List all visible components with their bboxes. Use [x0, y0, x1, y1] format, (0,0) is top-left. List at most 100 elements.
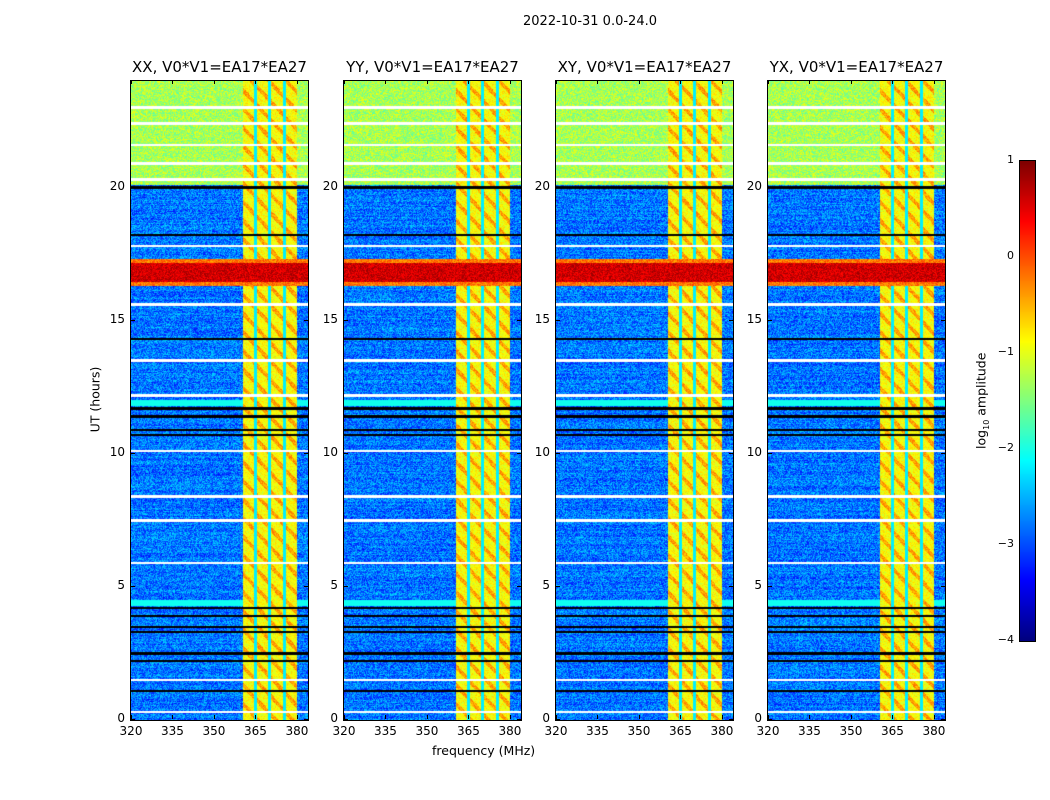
- spectrogram-panel: [343, 80, 522, 721]
- x-tick-mark: [131, 80, 132, 84]
- x-tick-label: 350: [839, 724, 863, 738]
- y-tick-mark: [304, 585, 308, 587]
- panel-title: YY, V0*V1=EA17*EA27: [346, 58, 519, 76]
- y-tick-mark: [344, 319, 348, 321]
- colorbar-tick-label: 0: [1007, 249, 1014, 262]
- x-tick-mark: [213, 715, 215, 719]
- y-tick-mark: [517, 585, 521, 587]
- panel-title: YX, V0*V1=EA17*EA27: [769, 58, 944, 76]
- spectrogram-heatmap: [344, 81, 521, 720]
- x-tick-mark: [385, 715, 387, 719]
- y-tick-label: 10: [746, 444, 762, 459]
- x-axis-label: frequency (MHz): [432, 743, 536, 758]
- colorbar-tick-label: −3: [997, 537, 1014, 550]
- y-tick-label: 5: [330, 577, 338, 592]
- x-tick-mark: [255, 715, 257, 719]
- y-tick-label: 5: [754, 577, 762, 592]
- y-tick-mark: [131, 585, 135, 587]
- y-tick-label: 20: [109, 178, 125, 193]
- y-tick-label: 20: [534, 178, 550, 193]
- x-tick-label: 335: [374, 724, 397, 738]
- y-tick-mark: [131, 452, 135, 454]
- y-tick-mark: [941, 719, 945, 720]
- x-tick-label: 350: [202, 724, 226, 738]
- x-tick-mark: [680, 715, 682, 719]
- x-tick-mark: [933, 715, 935, 719]
- x-tick-label: 365: [881, 724, 904, 738]
- x-tick-label: 350: [627, 724, 651, 738]
- colorbar-tick-label: −4: [997, 633, 1014, 646]
- panel-title: XX, V0*V1=EA17*EA27: [132, 58, 307, 76]
- y-tick-label: 0: [117, 711, 125, 725]
- y-tick-mark: [304, 719, 308, 720]
- y-tick-label: 5: [117, 577, 125, 592]
- y-tick-mark: [556, 585, 560, 587]
- x-tick-mark: [597, 80, 599, 84]
- x-tick-label: 335: [586, 724, 609, 738]
- x-tick-label: 350: [415, 724, 439, 738]
- x-tick-mark: [768, 80, 769, 84]
- x-tick-mark: [344, 715, 345, 719]
- spectrogram-heatmap: [556, 81, 733, 720]
- y-tick-mark: [517, 719, 521, 720]
- y-tick-mark: [768, 452, 772, 454]
- panel-title: XY, V0*V1=EA17*EA27: [557, 58, 732, 76]
- y-tick-mark: [304, 452, 308, 454]
- x-tick-mark: [556, 715, 557, 719]
- y-tick-label: 5: [542, 577, 550, 592]
- x-tick-mark: [638, 80, 640, 84]
- y-tick-mark: [344, 452, 348, 454]
- y-tick-mark: [556, 186, 560, 188]
- y-axis-label: UT (hours): [87, 366, 103, 433]
- y-tick-label: 20: [746, 178, 762, 193]
- y-tick-mark: [768, 719, 772, 720]
- y-tick-label: 10: [322, 444, 338, 459]
- y-tick-label: 0: [330, 711, 338, 725]
- x-tick-mark: [892, 80, 894, 84]
- x-tick-label: 365: [669, 724, 692, 738]
- y-tick-mark: [729, 585, 733, 587]
- y-tick-mark: [304, 186, 308, 188]
- x-tick-label: 320: [332, 724, 356, 738]
- y-tick-label: 0: [754, 711, 762, 725]
- x-tick-mark: [131, 715, 132, 719]
- y-tick-mark: [768, 585, 772, 587]
- x-tick-mark: [850, 80, 852, 84]
- x-tick-label: 365: [244, 724, 267, 738]
- y-tick-label: 20: [322, 178, 338, 193]
- x-tick-mark: [468, 80, 470, 84]
- y-tick-label: 15: [534, 311, 550, 326]
- x-tick-mark: [721, 80, 723, 84]
- x-tick-mark: [213, 80, 215, 84]
- x-tick-mark: [809, 715, 811, 719]
- y-tick-mark: [344, 585, 348, 587]
- y-tick-mark: [517, 319, 521, 321]
- y-tick-mark: [941, 585, 945, 587]
- y-tick-mark: [768, 186, 772, 188]
- x-tick-label: 380: [922, 724, 946, 738]
- x-tick-mark: [721, 715, 723, 719]
- x-tick-mark: [385, 80, 387, 84]
- x-tick-mark: [468, 715, 470, 719]
- x-tick-mark: [344, 80, 345, 84]
- y-tick-label: 10: [534, 444, 550, 459]
- x-tick-mark: [172, 80, 174, 84]
- x-tick-label: 335: [798, 724, 821, 738]
- x-tick-mark: [638, 715, 640, 719]
- x-tick-mark: [255, 80, 257, 84]
- y-tick-mark: [768, 319, 772, 321]
- x-tick-mark: [680, 80, 682, 84]
- x-tick-label: 380: [710, 724, 734, 738]
- x-tick-mark: [597, 715, 599, 719]
- x-tick-mark: [172, 715, 174, 719]
- y-tick-label: 10: [109, 444, 125, 459]
- y-tick-mark: [517, 452, 521, 454]
- x-tick-label: 365: [457, 724, 480, 738]
- spectrogram-panel: [767, 80, 946, 721]
- x-tick-label: 320: [544, 724, 568, 738]
- y-tick-mark: [131, 719, 135, 720]
- y-tick-mark: [517, 186, 521, 188]
- x-tick-mark: [296, 715, 298, 719]
- colorbar-tick-label: 1: [1007, 153, 1014, 166]
